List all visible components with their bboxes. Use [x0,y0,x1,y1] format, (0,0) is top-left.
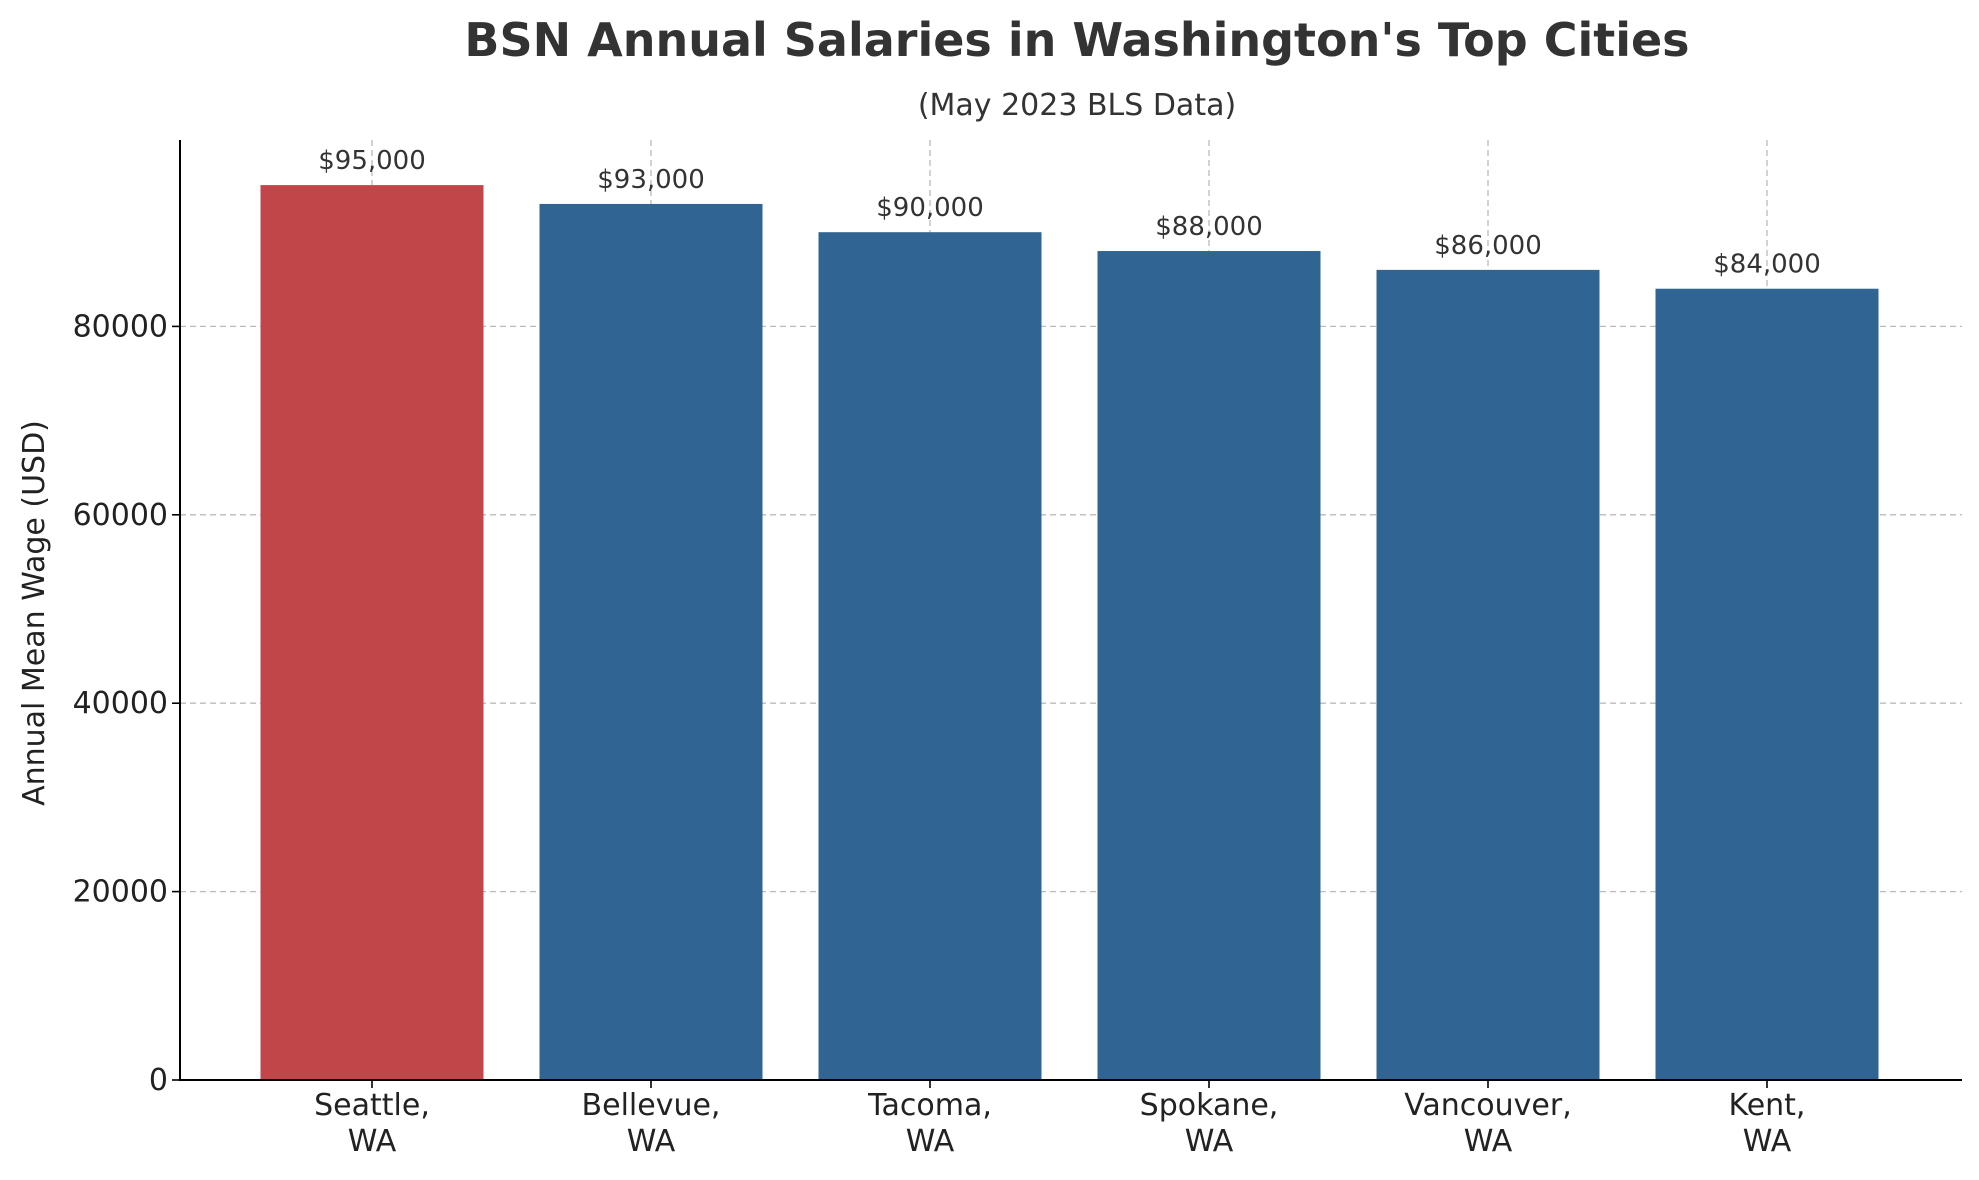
axis-layer [172,140,1962,1088]
x-tick-label: Vancouver, WA [1404,1088,1572,1159]
y-tick-label: 20000 [73,875,168,910]
bar-value-label: $88,000 [1155,212,1263,242]
label-layer: $95,000 $93,000 $90,000 $88,000 $86,000 $84,0… [73,146,1821,1159]
x-tick-label: Tacoma, WA [867,1088,992,1159]
y-tick-label: 0 [149,1063,168,1098]
x-tick-label-line: WA [906,1124,955,1159]
bar-value-label: $86,000 [1434,231,1542,261]
bar [1376,269,1600,1080]
y-tick-label: 80000 [73,309,168,344]
bar [818,232,1042,1080]
bar-layer [260,185,1879,1081]
x-tick-label-line: WA [1743,1124,1792,1159]
x-tick-label-line: WA [1464,1124,1513,1159]
bar [1097,251,1321,1081]
chart-subtitle: (May 2023 BLS Data) [918,88,1236,123]
x-tick-label-line: Tacoma, [867,1088,992,1123]
y-axis-label: Annual Mean Wage (USD) [17,420,52,806]
bar-value-label: $84,000 [1713,250,1821,280]
x-tick-label-line: WA [348,1124,397,1159]
bar-value-label: $90,000 [876,193,984,223]
x-tick-label-line: Spokane, [1140,1088,1279,1123]
x-tick-label-line: Kent, [1729,1088,1806,1123]
bar [1655,288,1879,1081]
x-tick-label-line: Seattle, [314,1088,430,1123]
y-tick-label: 40000 [73,686,168,721]
x-tick-label-line: WA [1185,1124,1234,1159]
bar [539,203,763,1080]
x-tick-label: Seattle, WA [314,1088,430,1159]
y-tick-label: 60000 [73,498,168,533]
chart-title: BSN Annual Salaries in Washington's Top … [464,13,1689,67]
x-tick-label-line: WA [627,1124,676,1159]
x-tick-label: Spokane, WA [1140,1088,1279,1159]
x-tick-label: Bellevue, WA [582,1088,721,1159]
x-tick-label-line: Vancouver, [1404,1088,1572,1123]
x-tick-label-line: Bellevue, [582,1088,721,1123]
bar [260,185,484,1081]
bar-value-label: $95,000 [318,146,426,176]
bar-value-label: $93,000 [597,165,705,195]
x-tick-label: Kent, WA [1729,1088,1806,1159]
